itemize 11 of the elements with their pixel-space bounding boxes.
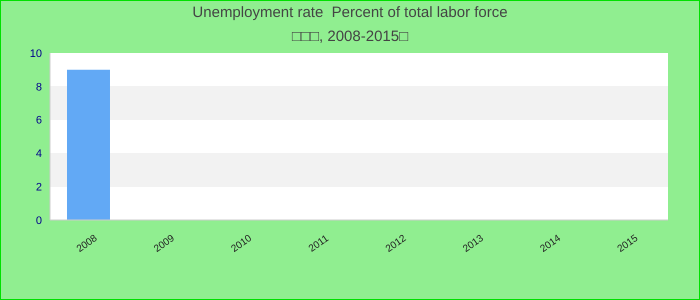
x-tick-label: 2011 (306, 233, 332, 255)
chart-title: Unemployment rate Percent of total labor force (191, 4, 509, 21)
y-tick-label: 4 (36, 148, 42, 160)
y-tick-label: 2 (36, 182, 42, 194)
x-tick-label: 2010 (229, 232, 254, 255)
x-tick-label: 2009 (152, 232, 178, 255)
y-tick-label: 10 (30, 48, 42, 60)
y-tick-label: 6 (36, 114, 42, 127)
chart-subtitle: □□□, 2008-2015□ (290, 28, 410, 45)
y-tick-label: 0 (36, 214, 42, 227)
y-tick-label: 8 (36, 81, 42, 94)
